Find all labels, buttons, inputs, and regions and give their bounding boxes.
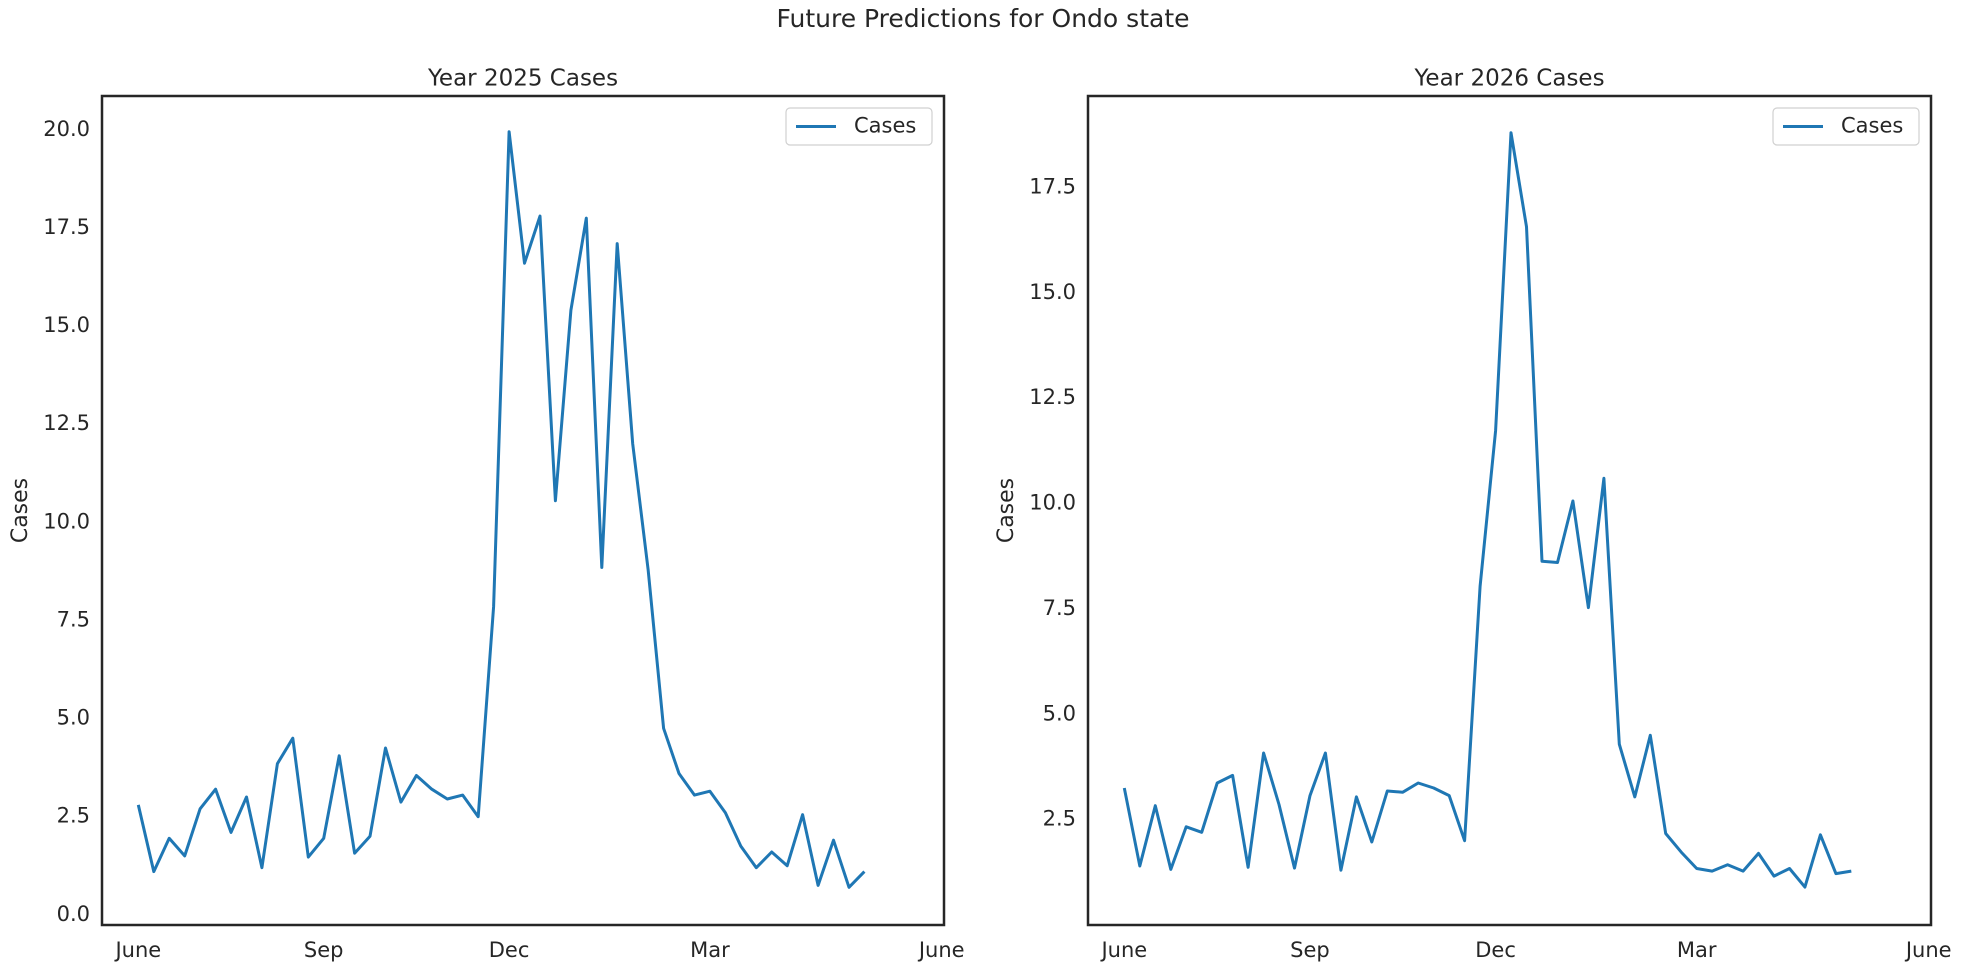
y-tick-label: 17.5	[43, 215, 90, 239]
line-series	[136, 130, 866, 889]
x-tick-label: Dec	[489, 938, 530, 962]
x-tick-label: Mar	[1677, 938, 1717, 962]
y-tick-label: 15.0	[43, 313, 90, 337]
y-tick-label: 15.0	[1029, 280, 1076, 304]
y-tick-label: 17.5	[1029, 174, 1076, 198]
axes-frame	[1086, 94, 1933, 927]
x-tick-label: June	[1904, 938, 1952, 962]
legend-label: Cases	[854, 114, 916, 138]
x-tick-label: Dec	[1475, 938, 1516, 962]
y-tick-label: 5.0	[57, 706, 90, 730]
x-tick-label: Sep	[1290, 938, 1330, 962]
y-tick-label: 20.0	[43, 117, 90, 141]
y-tick-label: 0.0	[57, 902, 90, 926]
y-tick-label: 7.5	[1043, 596, 1076, 620]
y-tick-label: 10.0	[43, 509, 90, 533]
axes-frame	[100, 94, 946, 927]
y-tick-label: 12.5	[1029, 385, 1076, 409]
y-tick-label: 2.5	[1043, 807, 1076, 831]
subplot-title: Year 2026 Cases	[1413, 66, 1604, 92]
subplot-title: Year 2025 Cases	[427, 66, 618, 92]
y-tick-label: 5.0	[1043, 701, 1076, 725]
legend-box	[785, 107, 933, 146]
x-tick-label: June	[113, 938, 161, 962]
x-tick-label: June	[1099, 938, 1147, 962]
y-tick-label: 12.5	[43, 411, 90, 435]
y-axis-label: Cases	[8, 478, 33, 543]
legend-box	[1772, 107, 1920, 146]
y-tick-label: 10.0	[1029, 491, 1076, 515]
y-axis-label: Cases	[994, 478, 1019, 543]
legend-label: Cases	[1841, 114, 1903, 138]
x-tick-label: Mar	[690, 938, 730, 962]
figure-title: Future Predictions for Ondo state	[776, 4, 1189, 33]
y-tick-label: 7.5	[57, 607, 90, 631]
x-tick-label: Sep	[304, 938, 344, 962]
line-series	[1122, 131, 1852, 889]
y-tick-label: 2.5	[57, 804, 90, 828]
x-tick-label: June	[917, 938, 965, 962]
